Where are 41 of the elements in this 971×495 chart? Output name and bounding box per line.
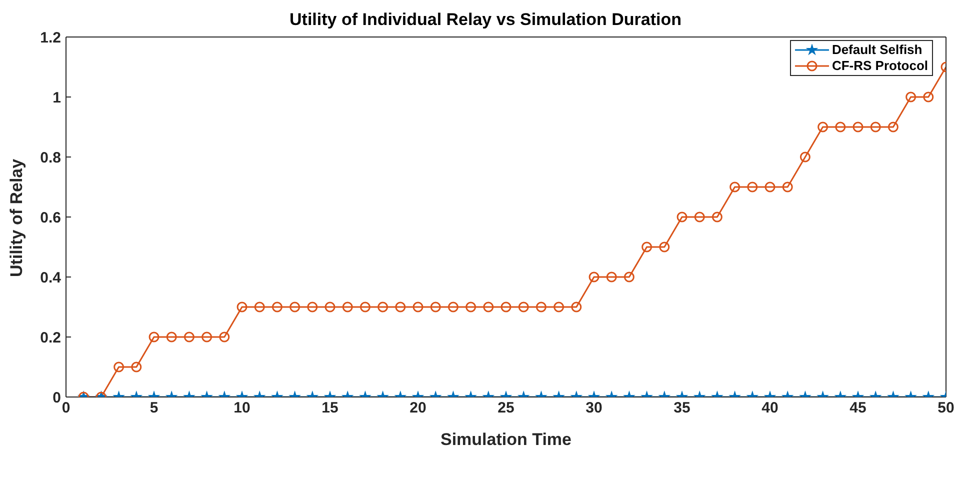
x-tick-label: 45: [850, 400, 866, 417]
point: [835, 122, 846, 132]
x-tick-label: 50: [938, 400, 954, 417]
point: [852, 122, 864, 132]
chart-title: Utility of Individual Relay vs Simulation Duration: [288, 10, 682, 30]
point: [712, 212, 722, 222]
point: [624, 272, 634, 282]
point: [888, 122, 898, 132]
y-tick-label: 1.2: [40, 29, 61, 46]
legend-label: CF-RS Protocol: [832, 58, 928, 74]
y-tick-label: 0.8: [40, 149, 61, 166]
point: [764, 182, 776, 192]
x-tick-label: 15: [322, 400, 338, 417]
point: [923, 92, 934, 102]
point: [606, 272, 617, 282]
point: [588, 272, 600, 282]
x-tick-label: 25: [498, 400, 514, 417]
y-tick-label: 0.2: [40, 329, 61, 346]
x-tick-label: 35: [674, 400, 690, 417]
x-tick-label: 20: [410, 400, 426, 417]
point: [747, 182, 758, 192]
y-tick-label: 1: [52, 89, 61, 106]
point: [642, 242, 652, 252]
legend-label: Default Selfish: [832, 42, 922, 58]
x-tick-label: 30: [586, 400, 602, 417]
point: [694, 212, 705, 222]
y-tick-label: 0.4: [40, 269, 62, 286]
x-tick-label: 10: [234, 400, 250, 417]
y-tick-label: 0.6: [40, 209, 61, 226]
point: [659, 242, 670, 252]
y-axis-title: Utility of Relay: [7, 158, 26, 277]
point: [818, 122, 828, 132]
point: [870, 122, 881, 132]
x-tick-label: 40: [762, 400, 778, 417]
point: [782, 182, 793, 192]
point: [730, 182, 740, 192]
point: [676, 212, 688, 222]
point: [800, 152, 810, 162]
x-tick-label: 5: [150, 400, 158, 417]
point: [906, 92, 916, 102]
x-axis-title: Simulation Time: [440, 430, 572, 449]
